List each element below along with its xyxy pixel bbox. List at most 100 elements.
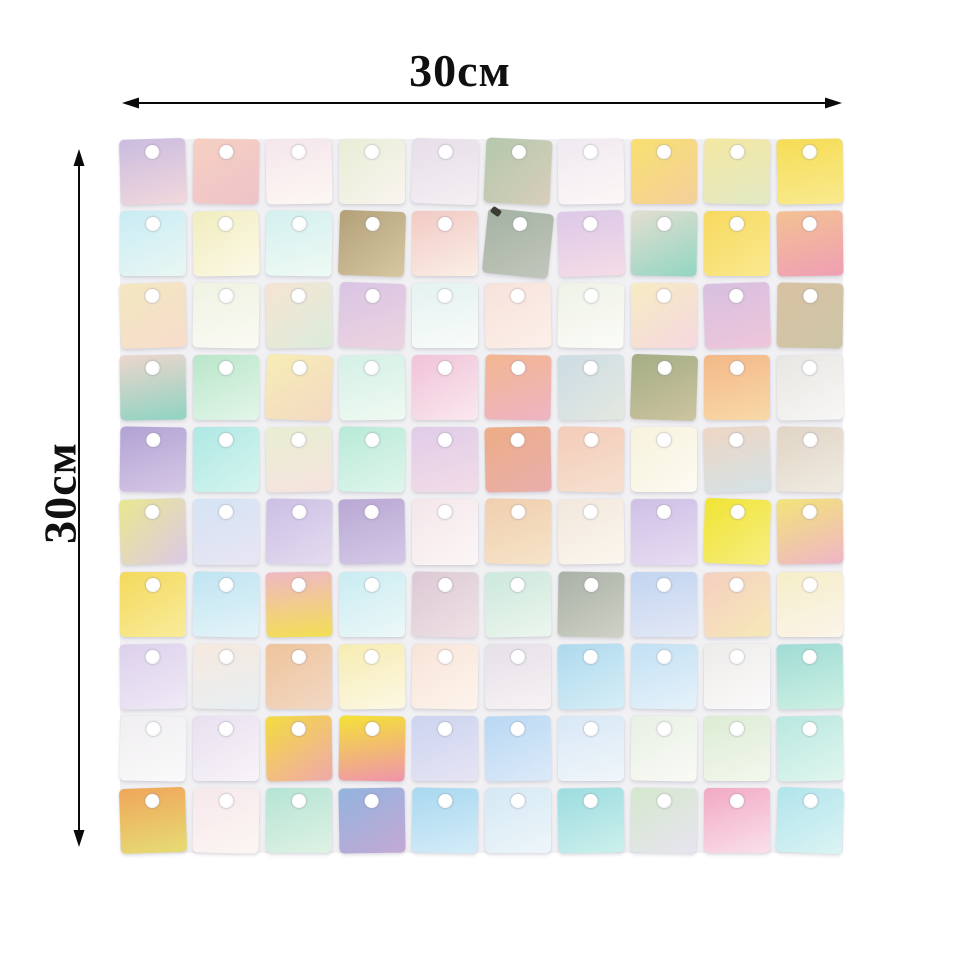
sequin	[192, 282, 260, 349]
sequin-hole	[510, 289, 525, 304]
sequin-hole	[219, 793, 234, 809]
sequin	[410, 137, 480, 206]
sequin	[411, 643, 479, 710]
sequin-hole	[803, 433, 818, 448]
sequin-hole	[583, 793, 598, 809]
sequin-hole	[803, 577, 817, 592]
sequin	[702, 498, 772, 566]
sequin	[119, 715, 187, 782]
sequin	[119, 426, 187, 494]
sequin-hole	[291, 433, 306, 448]
sequin-hole	[803, 289, 818, 304]
sequin	[631, 499, 697, 565]
sequin	[192, 787, 260, 854]
sequin	[557, 643, 625, 710]
sequin	[703, 571, 771, 638]
sequin	[485, 643, 551, 709]
sequin	[337, 209, 407, 278]
sequin	[192, 643, 260, 710]
sequin	[776, 426, 844, 494]
sequin-hole	[730, 721, 744, 736]
sequin	[337, 282, 407, 350]
sequin	[702, 426, 772, 494]
sequin-hole	[438, 505, 452, 520]
sequin	[776, 498, 844, 566]
sequin-hole	[802, 361, 817, 376]
sequin	[776, 643, 844, 710]
sequin-hole	[730, 361, 744, 376]
sequin	[412, 499, 478, 565]
sequin	[265, 282, 333, 349]
sequin	[412, 283, 478, 349]
sequin	[118, 498, 188, 566]
sequin	[192, 210, 260, 277]
sequin	[556, 209, 626, 278]
sequin-hole	[802, 216, 817, 232]
sequin-hole	[584, 577, 599, 592]
sequin-hole	[291, 289, 306, 304]
sequin	[412, 715, 478, 781]
sequin-hole	[365, 216, 380, 232]
width-dimension-label: 30см	[409, 45, 511, 96]
sequin-hole	[510, 577, 525, 592]
sequin	[412, 427, 478, 493]
sequin-hole	[365, 721, 380, 736]
sequin	[702, 282, 772, 350]
sequin	[776, 210, 844, 277]
sequin-hole	[438, 433, 452, 448]
sequin-hole	[145, 505, 160, 520]
sequin-hole	[146, 433, 161, 448]
sequin	[558, 715, 624, 781]
sequin	[557, 138, 625, 205]
sequin	[703, 138, 771, 205]
sequin	[557, 354, 625, 421]
sequin-hole	[657, 361, 672, 376]
sequin-hole	[657, 289, 671, 304]
sequin-hole	[219, 505, 233, 520]
sequin-hole	[219, 577, 234, 592]
sequin	[484, 715, 552, 782]
sequin	[631, 139, 697, 205]
sequin-hole	[729, 288, 744, 304]
sequin-hole	[584, 289, 599, 304]
sequin-hole	[145, 144, 160, 160]
sequin	[484, 282, 552, 349]
sequin-hole	[657, 145, 671, 159]
sequin	[557, 787, 625, 854]
sequin-hole	[730, 793, 744, 808]
sequin	[776, 138, 844, 205]
sequin	[484, 354, 552, 421]
sequin-hole	[657, 793, 672, 809]
sequin	[193, 355, 259, 421]
sequin-hole	[219, 289, 234, 304]
sequin-hole	[291, 577, 306, 592]
sequin	[338, 715, 406, 782]
sequin-hole	[657, 505, 671, 520]
sequin-hole	[583, 216, 598, 232]
sequin-hole	[803, 793, 818, 809]
sequin	[193, 499, 259, 565]
sequin-hole	[802, 505, 817, 520]
sequin	[630, 715, 698, 782]
sequin-hole	[511, 649, 525, 664]
sequin-hole	[291, 144, 306, 160]
sequin-hole	[583, 144, 598, 160]
sequin-hole	[729, 433, 744, 448]
sequin	[265, 426, 333, 494]
sequin	[557, 426, 625, 494]
sequin-hole	[583, 505, 598, 520]
sequin-hole	[291, 721, 306, 736]
sequin	[339, 571, 405, 637]
sequin-hole	[583, 649, 598, 664]
sequin	[776, 715, 844, 782]
sequin	[631, 571, 697, 637]
sequin	[629, 354, 699, 422]
sequin	[484, 571, 552, 638]
sequin-hole	[365, 433, 380, 448]
sequin	[120, 571, 186, 637]
sequin-hole	[511, 793, 525, 808]
sequin-hole	[219, 433, 233, 448]
sequin	[631, 427, 697, 493]
sequin-hole	[218, 216, 233, 232]
sequin	[338, 354, 406, 421]
